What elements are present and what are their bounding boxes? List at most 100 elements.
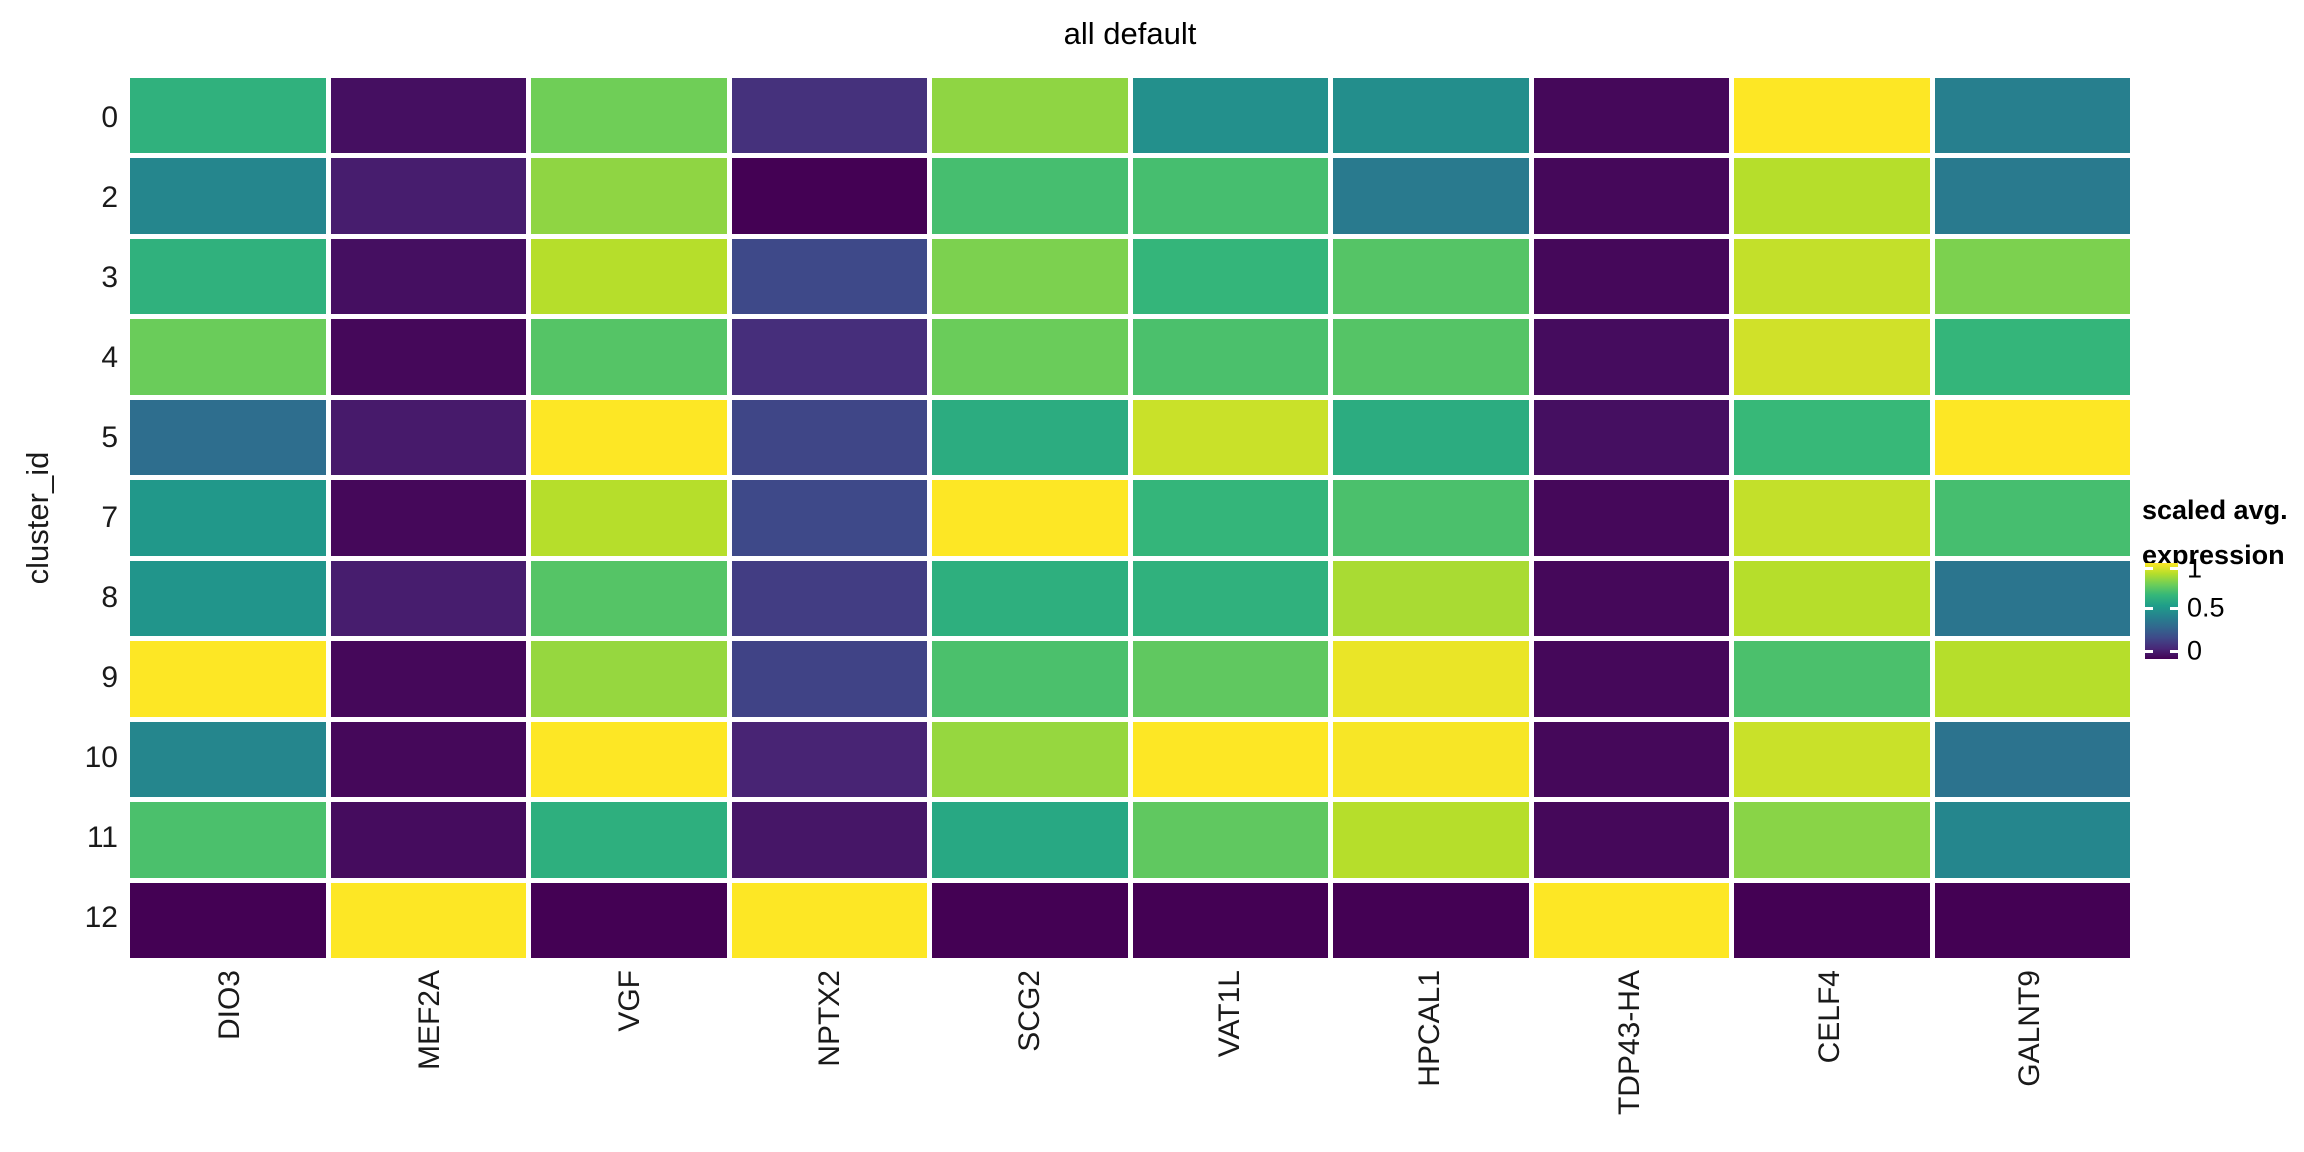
heatmap-cell [1132, 802, 1328, 878]
heatmap-cell [531, 238, 727, 315]
y-tick-label: 11 [86, 821, 118, 854]
heatmap-cell [130, 802, 326, 878]
heatmap-cell [932, 560, 1128, 637]
heatmap-cell [932, 721, 1128, 798]
heatmap-cell [932, 238, 1128, 315]
heatmap-cell [1333, 158, 1529, 234]
legend-title-line1: scaled avg. [2142, 495, 2288, 525]
heatmap-cell [731, 158, 927, 234]
chart-title: all default [1063, 16, 1197, 51]
heatmap-cell [130, 882, 326, 958]
heatmap-cell [1533, 399, 1729, 476]
heatmap-cell [330, 158, 526, 234]
x-tick-label: VGF [530, 970, 730, 1148]
heatmap-cell [1533, 480, 1729, 556]
heatmap-cell [1533, 882, 1729, 958]
heatmap-cell [1333, 319, 1529, 395]
heatmap-cell [130, 158, 326, 234]
y-tick-label: 8 [101, 581, 118, 614]
heatmap-cell [932, 158, 1128, 234]
heatmap-cell [1132, 78, 1328, 154]
x-tick-label-text: NPTX2 [813, 970, 846, 1067]
x-tick-label: VAT1L [1130, 970, 1330, 1148]
heatmap-cell [531, 158, 727, 234]
heatmap-cell [1734, 319, 1930, 395]
heatmap-cell [1934, 641, 2130, 717]
legend-tick-mark [2170, 649, 2178, 653]
legend-tick-label: 0.5 [2187, 592, 2225, 623]
heatmap-cell [330, 238, 526, 315]
heatmap-cell [731, 480, 927, 556]
heatmap-cell [1934, 721, 2130, 798]
heatmap-cell [1333, 78, 1529, 154]
x-tick-label-text: MEF2A [413, 970, 446, 1071]
heatmap-cell [1934, 319, 2130, 395]
heatmap-cell [1934, 78, 2130, 154]
heatmap-cell [1132, 238, 1328, 315]
heatmap-cell [1533, 319, 1729, 395]
x-tick-label: HPCAL1 [1330, 970, 1530, 1148]
heatmap-cell [531, 560, 727, 637]
y-tick-label: 10 [84, 741, 118, 774]
x-tick-label-text: HPCAL1 [1413, 970, 1446, 1087]
y-tick-label: 2 [101, 181, 118, 214]
y-tick-label: 3 [101, 261, 118, 294]
y-tick-label: 5 [101, 421, 118, 454]
heatmap-cell [1734, 802, 1930, 878]
heatmap-cell [731, 641, 927, 717]
heatmap-cell [1132, 158, 1328, 234]
heatmap-cell [1934, 480, 2130, 556]
heatmap-cell [1533, 802, 1729, 878]
x-tick-label: CELF4 [1730, 970, 1930, 1148]
heatmap-cell [1734, 882, 1930, 958]
y-tick-label: 9 [101, 661, 118, 694]
legend-tick-mark [2145, 649, 2153, 653]
heatmap-cell [330, 78, 526, 154]
heatmap-cell [531, 78, 727, 154]
heatmap-cell [330, 399, 526, 476]
x-tick-label: NPTX2 [730, 970, 930, 1148]
heatmap-cell [130, 641, 326, 717]
legend-tick-label: 1 [2187, 553, 2203, 584]
legend-colorbar [2145, 563, 2178, 659]
heatmap-cell [330, 641, 526, 717]
heatmap-cell [531, 721, 727, 798]
heatmap-cell [1333, 721, 1529, 798]
heatmap-cell [1333, 399, 1529, 476]
heatmap-cell [1333, 641, 1529, 717]
heatmap-cell [1132, 882, 1328, 958]
x-tick-label-text: VAT1L [1213, 970, 1246, 1058]
legend-tick-mark [2170, 606, 2178, 610]
heatmap-cell [1734, 399, 1930, 476]
x-axis-tick-labels: DIO3 MEF2A VGF NPTX2 SCG2 VAT1L HPCAL1 TDP43-HA… [130, 970, 2130, 1148]
heatmap-cell [1333, 238, 1529, 315]
heatmap-cell [1734, 641, 1930, 717]
heatmap-cell [731, 560, 927, 637]
heatmap-cell [130, 721, 326, 798]
heatmap-cell [1333, 882, 1529, 958]
legend-tick-mark [2145, 567, 2153, 571]
x-tick-label-text: GALNT9 [2013, 970, 2046, 1087]
heatmap-cell [1934, 802, 2130, 878]
heatmap-cell [1734, 560, 1930, 637]
heatmap-cell [1533, 641, 1729, 717]
heatmap-cell [130, 399, 326, 476]
heatmap-cell [1934, 560, 2130, 637]
heatmap-cell [932, 78, 1128, 154]
heatmap-cell [932, 882, 1128, 958]
heatmap-cell [932, 802, 1128, 878]
y-axis-tick-labels: 0 2 3 4 5 7 8 9 10 11 12 [0, 78, 118, 958]
heatmap-cell [932, 480, 1128, 556]
heatmap-cell [1132, 480, 1328, 556]
heatmap-cell [130, 238, 326, 315]
heatmap-cell [932, 399, 1128, 476]
heatmap-cell [731, 238, 927, 315]
heatmap-cell [1934, 238, 2130, 315]
heatmap-cell [1934, 399, 2130, 476]
heatmap-cell [1734, 238, 1930, 315]
heatmap-cell [731, 319, 927, 395]
y-tick-label: 7 [101, 501, 118, 534]
heatmap-cell [1533, 238, 1729, 315]
heatmap-cell [731, 78, 927, 154]
x-tick-label: TDP43-HA [1530, 970, 1730, 1148]
